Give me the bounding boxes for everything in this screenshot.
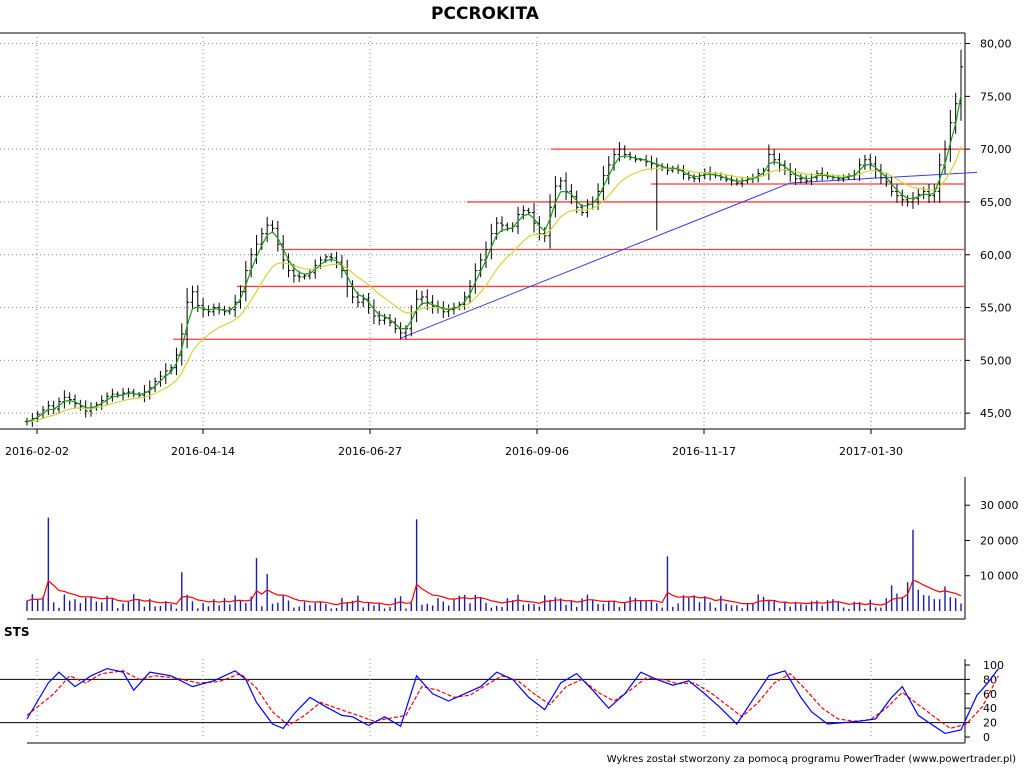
price-trend-line xyxy=(790,171,978,184)
volume-panel: 10 000 20 000 30 000 xyxy=(26,477,1019,620)
price-trend-line xyxy=(400,182,791,339)
price-y-tick-label: 70,00 xyxy=(980,143,1012,156)
price-y-tick-label: 65,00 xyxy=(980,196,1012,209)
price-x-tick-label: 2016-02-02 xyxy=(5,445,69,458)
chart-title: PCCROKITA xyxy=(431,4,540,24)
price-x-tick-label: 2016-11-17 xyxy=(672,445,736,458)
fast-moving-average-line xyxy=(26,95,962,423)
oscillator-label: STS xyxy=(4,625,29,639)
price-x-tick-label: 2017-01-30 xyxy=(839,445,903,458)
oscillator-y-tick-label: 0 xyxy=(983,731,990,744)
oscillator-y-tick-label: 100 xyxy=(983,659,1004,672)
oscillator-k-line xyxy=(26,667,999,735)
price-y-tick-label: 50,00 xyxy=(980,354,1012,367)
volume-y-tick-label: 20 000 xyxy=(980,534,1019,547)
price-y-tick-label: 60,00 xyxy=(980,249,1012,262)
price-y-tick-label: 45,00 xyxy=(980,407,1012,420)
price-x-tick-label: 2016-04-14 xyxy=(171,445,235,458)
price-y-tick-label: 80,00 xyxy=(980,38,1012,51)
oscillator-y-tick-label: 60 xyxy=(983,688,997,701)
price-y-tick-label: 75,00 xyxy=(980,90,1012,103)
price-x-tick-label: 2016-06-27 xyxy=(338,445,402,458)
volume-y-tick-label: 30 000 xyxy=(980,499,1019,512)
price-panel: 45,00 50,00 55,00 60,00 65,00 70,00 75,00 80,00… xyxy=(0,32,1012,458)
oscillator-d-line xyxy=(26,670,999,730)
slow-moving-average-line xyxy=(26,146,962,423)
volume-average-line xyxy=(26,579,962,606)
oscillator-y-tick-label: 40 xyxy=(983,702,997,715)
price-x-tick-label: 2016-09-06 xyxy=(505,445,569,458)
price-y-tick-label: 55,00 xyxy=(980,302,1012,315)
footer-credit: Wykres został stworzony za pomocą progra… xyxy=(607,754,1016,765)
oscillator-y-tick-label: 20 xyxy=(983,717,997,730)
volume-y-tick-label: 10 000 xyxy=(980,570,1019,583)
